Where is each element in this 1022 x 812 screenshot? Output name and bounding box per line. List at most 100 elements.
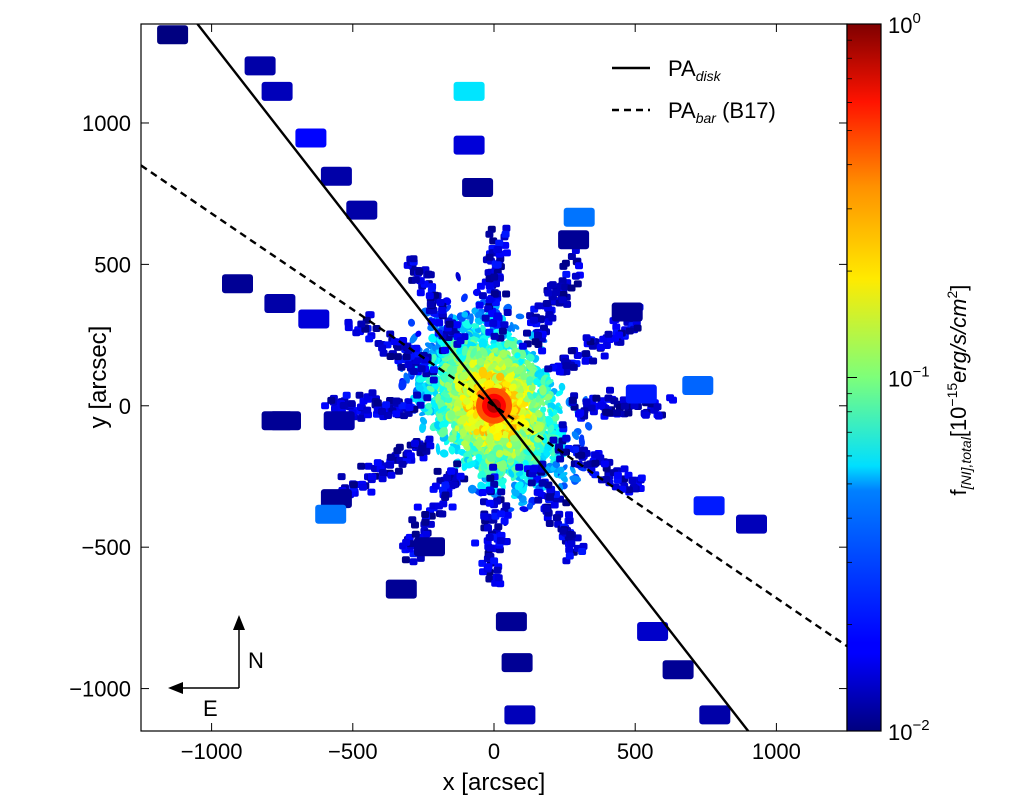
arm-point: [613, 471, 622, 479]
arm-point: [559, 291, 568, 298]
emission-point: [470, 394, 478, 402]
arm-point: [501, 230, 510, 238]
arm-point: [602, 408, 611, 416]
arm-point: [496, 537, 505, 545]
colorbar-tick-label: 10−1: [888, 364, 930, 392]
arm-point: [435, 502, 443, 510]
arm-point: [402, 538, 411, 546]
emission-point: [425, 402, 432, 410]
arm-point: [538, 347, 547, 355]
arm-point: [452, 321, 461, 329]
arm-point: [478, 559, 487, 567]
arm-point: [530, 316, 538, 324]
arm-point: [405, 404, 414, 411]
arm-point: [548, 314, 557, 322]
arm-point: [390, 338, 399, 346]
arm-point: [653, 403, 662, 411]
arm-point: [412, 357, 421, 365]
arm-point: [428, 283, 437, 291]
arm-point: [431, 482, 440, 490]
emission-point: [535, 409, 543, 418]
emission-point: [540, 406, 547, 413]
arm-point: [558, 421, 567, 429]
arm-point: [545, 493, 554, 501]
emission-point: [519, 429, 527, 438]
arm-point: [562, 362, 571, 370]
emission-point: [508, 469, 515, 478]
emission-point: [507, 458, 514, 464]
emission-point: [539, 384, 547, 396]
arm-point: [556, 455, 565, 463]
emission-point: [466, 409, 475, 416]
emission-point: [498, 359, 505, 368]
arm-point: [600, 460, 609, 468]
arm-point: [447, 467, 456, 475]
arm-point: [582, 398, 591, 406]
arm-point: [493, 261, 502, 269]
pointing-patch: [244, 56, 276, 76]
arm-point: [529, 465, 538, 473]
emission-point: [485, 433, 494, 445]
pointing-patch: [495, 612, 527, 632]
arm-point: [339, 402, 348, 409]
emission-point: [514, 481, 524, 491]
arm-point: [582, 350, 591, 358]
pointing-patch: [699, 705, 731, 725]
legend-pa-bar: PAbar (B17): [668, 98, 776, 126]
arm-point: [485, 534, 494, 541]
arm-point: [327, 396, 336, 404]
arm-point: [484, 269, 493, 277]
pointing-patch: [611, 302, 643, 322]
arm-point: [558, 277, 567, 285]
emission-point: [476, 357, 485, 366]
arm-point: [633, 324, 642, 332]
emission-point: [519, 506, 529, 513]
emission-point: [476, 436, 484, 447]
arm-point: [562, 270, 571, 278]
arm-point: [331, 405, 339, 413]
arm-point: [456, 337, 465, 345]
arm-point: [592, 394, 601, 402]
arm-point: [553, 514, 562, 522]
arm-point: [416, 289, 425, 297]
emission-point: [584, 422, 593, 431]
arm-point: [415, 268, 424, 276]
emission-point: [498, 460, 507, 472]
arm-point: [475, 301, 484, 309]
arm-point: [429, 376, 438, 384]
arm-point: [404, 361, 413, 369]
arm-point: [411, 530, 420, 538]
emission-point: [467, 484, 477, 494]
emission-point: [533, 377, 541, 386]
pointing-patch: [261, 411, 293, 431]
arm-point: [502, 249, 511, 257]
arm-point: [555, 368, 564, 376]
emission-point: [487, 362, 498, 371]
emission-point: [525, 353, 535, 362]
colorbar: 10−2 10−1 100 f[NI],total[10−15erg/s/cm2]: [846, 10, 974, 745]
arm-point: [384, 412, 392, 419]
y-axis-label: y [arcsec]: [85, 326, 112, 429]
arm-point: [493, 566, 502, 574]
arm-point: [578, 548, 587, 555]
arm-point: [535, 489, 544, 497]
pointing-patch: [453, 135, 485, 155]
arm-point: [418, 444, 427, 452]
emission-point: [496, 372, 505, 381]
arm-point: [549, 436, 558, 444]
emission-point: [522, 382, 528, 392]
emission-point: [454, 382, 461, 393]
emission-point: [462, 397, 471, 405]
pointing-patch: [320, 166, 352, 186]
arm-point: [597, 402, 606, 409]
arm-point: [565, 511, 573, 519]
emission-point: [477, 470, 484, 480]
arm-point: [567, 540, 576, 548]
pointing-patch: [222, 274, 253, 294]
arm-point: [591, 459, 600, 467]
arm-point: [485, 282, 494, 290]
arm-point: [398, 460, 407, 468]
emission-point: [473, 428, 481, 436]
emission-point: [493, 432, 502, 442]
arm-point: [628, 477, 637, 484]
